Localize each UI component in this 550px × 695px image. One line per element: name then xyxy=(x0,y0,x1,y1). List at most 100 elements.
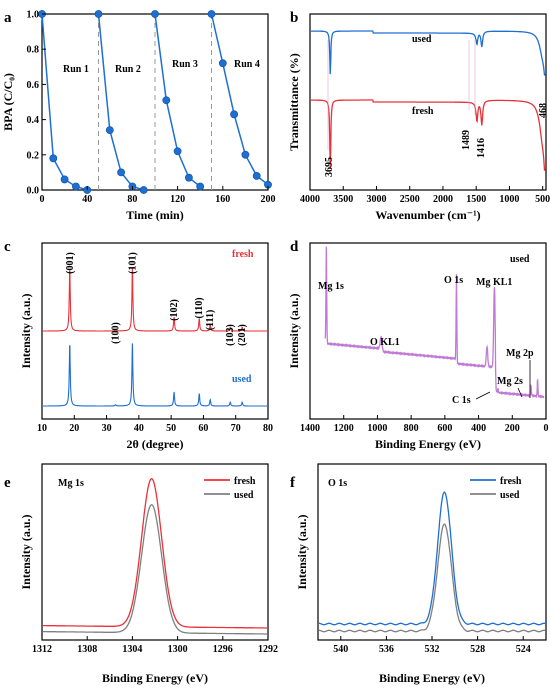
panel-e-legend-fresh: fresh xyxy=(234,476,256,487)
panel-a-run-4-point-1 xyxy=(218,59,227,68)
panel-b-fresh-line xyxy=(311,99,546,171)
panel-label-d: d xyxy=(290,239,299,255)
panel-b-frame xyxy=(309,13,547,191)
panel-a-frame xyxy=(41,13,269,191)
panel-c-frame xyxy=(41,242,269,420)
panel-label-b: b xyxy=(290,10,298,26)
panel-c-used-line xyxy=(43,343,267,407)
panel-a-run-4-point-4 xyxy=(252,172,261,180)
panel-c-xtick-label-2: 30 xyxy=(102,423,112,434)
reflection-label-1: (100) xyxy=(111,322,122,344)
panel-e-xtick-label-4: 1296 xyxy=(213,644,233,655)
reflection-label-4: (110) xyxy=(194,297,205,318)
panel-b-used-line xyxy=(311,30,546,76)
panel-c: 10 20 30 40 50 60 70 80 (001) (100) (101) (102) (11… xyxy=(19,242,273,451)
panel-e-ylabel: Intensity (a.u.) xyxy=(19,514,33,589)
panel-d-xtick-label-1: 1200 xyxy=(334,423,354,434)
panel-a-run-1-point-3 xyxy=(72,182,80,191)
panel-a-run-1-line xyxy=(41,13,88,191)
reflection-label-5: (111) xyxy=(205,310,216,331)
panel-d-xtick-label-2: 1000 xyxy=(367,423,387,434)
panel-label-f: f xyxy=(290,475,296,491)
panel-e-xlabel: Binding Energy (eV) xyxy=(102,671,208,685)
panel-a-run-4-point-3 xyxy=(241,150,250,159)
arrow-mg-2s xyxy=(517,387,523,398)
panel-c-xtick-label-7: 80 xyxy=(263,423,273,434)
panel-f-title: O 1s xyxy=(328,478,347,489)
panel-f: 540 536 532 528 524 O 1s fresh used Binding … xyxy=(295,463,547,685)
panel-b-xtick-label-7: 500 xyxy=(535,194,550,205)
panel-d: 1400 1200 1000 800 600 400 200 0 used Mg 1s O K… xyxy=(287,242,549,451)
panel-d-xtick-label-7: 0 xyxy=(544,423,549,434)
peak-label-468: 468 xyxy=(538,103,549,118)
panel-e-xtick-label-5: 1292 xyxy=(258,644,278,655)
panel-f-legend-fresh: fresh xyxy=(500,476,522,487)
reflection-label-6: (103) xyxy=(225,324,236,346)
run-4-label: Run 4 xyxy=(234,59,260,70)
reflection-label-2: (101) xyxy=(127,252,138,274)
panel-c-xtick-label-0: 10 xyxy=(37,423,47,434)
panel-e-xtick-label-1: 1308 xyxy=(77,644,97,655)
panel-e-fresh-line xyxy=(43,478,267,629)
panel-a-run-4-point-2 xyxy=(230,110,238,119)
panel-c-xtick-label-3: 40 xyxy=(134,423,144,434)
panel-a-run-2-point-4 xyxy=(139,186,148,194)
label-o-1s: O 1s xyxy=(444,275,463,286)
panel-label-a: a xyxy=(4,10,12,26)
run-1-label: Run 1 xyxy=(63,64,89,75)
panel-f-xlabel: Binding Energy (eV) xyxy=(379,671,485,685)
label-mg-kl1: Mg KL1 xyxy=(476,277,512,288)
panel-f-xtick-label-1: 536 xyxy=(379,644,394,655)
panel-b-xtick-label-1: 3500 xyxy=(333,194,353,205)
panel-f-ylabel: Intensity (a.u.) xyxy=(295,514,309,589)
panel-c-ylabel: Intensity (a.u.) xyxy=(19,293,33,368)
label-o-kl1: O KL1 xyxy=(370,337,400,348)
panel-a-xtick-label-5: 200 xyxy=(261,194,276,205)
panel-d-used-label: used xyxy=(510,254,530,265)
panel-a-xtick-label-4: 160 xyxy=(215,194,230,205)
panel-b-xtick-label-0: 4000 xyxy=(300,194,320,205)
panel-a-xtick-label-1: 40 xyxy=(82,194,92,205)
panel-e-legend-used: used xyxy=(234,490,254,501)
panel-e-xtick-label-3: 1300 xyxy=(168,644,188,655)
peak-label-1489: 1489 xyxy=(461,130,472,150)
panel-e-xtick-label-0: 1312 xyxy=(32,644,52,655)
panel-b-ylabel: Transmittance (%) xyxy=(287,53,301,150)
run-3-label: Run 3 xyxy=(172,59,198,70)
panel-d-xtick-label-5: 400 xyxy=(471,423,486,434)
panel-a-run-4-line xyxy=(210,13,269,186)
panel-e-xtick-label-2: 1304 xyxy=(122,644,142,655)
panel-f-xtick-label-0: 540 xyxy=(333,644,348,655)
reflection-label-3: (102) xyxy=(169,299,180,321)
reflection-label-7: (201) xyxy=(237,324,248,346)
panel-d-ylabel: Intensity (a.u.) xyxy=(287,293,301,368)
panel-f-used-line xyxy=(319,523,545,633)
panel-b-fresh-label: fresh xyxy=(412,106,434,117)
panel-a-run-1-point-2 xyxy=(60,175,69,184)
panel-c-xtick-label-5: 60 xyxy=(198,423,208,434)
panel-a-run-3-line xyxy=(154,13,201,188)
panel-a-ylabel: BPA (C/C₀) xyxy=(1,73,15,131)
panel-f-fresh-line xyxy=(319,491,545,626)
panel-f-xtick-label-3: 528 xyxy=(470,644,485,655)
panel-a-run-3-point-2 xyxy=(173,147,182,156)
label-c-1s: C 1s xyxy=(452,395,471,406)
panel-a-xtick-label-0: 0 xyxy=(40,194,45,205)
panel-a-run-2-point-2 xyxy=(117,168,125,177)
panel-b-xtick-label-3: 2500 xyxy=(400,194,420,205)
panel-d-used-line xyxy=(324,246,545,399)
panel-b-xtick-label-2: 3000 xyxy=(366,194,386,205)
panel-a-run-2-point-1 xyxy=(105,126,114,135)
panel-e-frame xyxy=(41,463,269,641)
panel-d-xtick-label-3: 800 xyxy=(404,423,419,434)
panel-b-xtick-label-5: 1500 xyxy=(466,194,486,205)
panel-f-xtick-label-2: 532 xyxy=(425,644,440,655)
panel-e-title: Mg 1s xyxy=(58,478,84,489)
panel-a-ytick-label-1: 0.2 xyxy=(27,150,40,161)
label-mg-2p: Mg 2p xyxy=(506,348,534,359)
panel-a-ytick-label-5: 1.0 xyxy=(27,10,40,21)
panel-b-xtick-label-4: 2000 xyxy=(433,194,453,205)
peak-label-1416: 1416 xyxy=(476,138,487,158)
